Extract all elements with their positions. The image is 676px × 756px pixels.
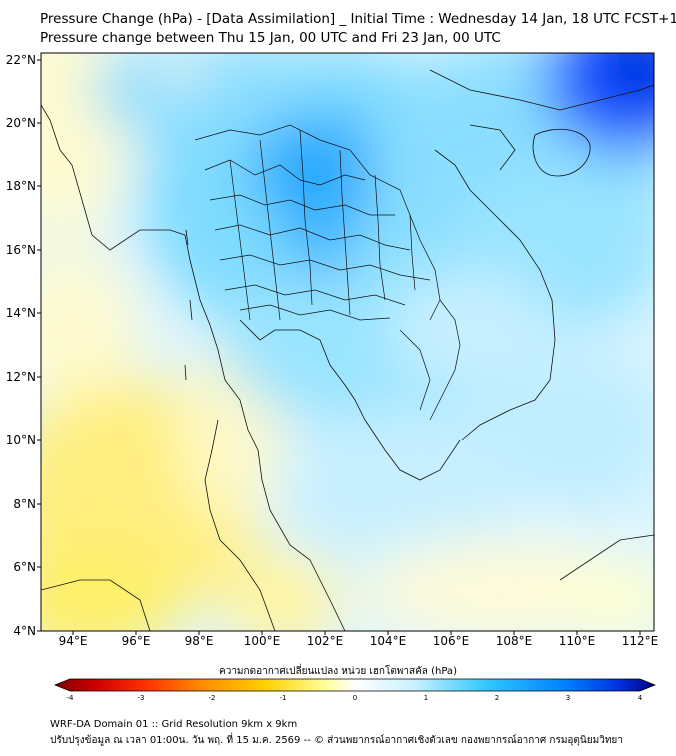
lat-label: 4°N	[13, 624, 36, 638]
country-borders	[194, 124, 461, 421]
colorbar-tick: 0	[353, 694, 357, 702]
colorbar-tick: -3	[138, 694, 145, 702]
lat-axis: 22°N 20°N 18°N 16°N 14°N 12°N 10°N 8°N 6…	[6, 53, 41, 638]
lon-label: 94°E	[59, 634, 88, 648]
lon-label: 106°E	[433, 634, 470, 648]
lat-label: 6°N	[13, 560, 36, 574]
colorbar-tick: 1	[424, 694, 428, 702]
lon-label: 110°E	[559, 634, 596, 648]
lon-label: 100°E	[244, 634, 281, 648]
footer-model-info: WRF-DA Domain 01 :: Grid Resolution 9km …	[50, 719, 298, 730]
lon-label: 102°E	[307, 634, 344, 648]
map-subtitle: Pressure change between Thu 15 Jan, 00 U…	[40, 30, 501, 46]
lon-label: 104°E	[370, 634, 407, 648]
lon-label: 112°E	[622, 634, 659, 648]
colorbar: -4 -3 -2 -1 0 1 2 3 4	[54, 678, 656, 702]
pressure-field	[41, 53, 654, 631]
colorbar-tick: 4	[638, 694, 643, 702]
colorbar-tick: -1	[280, 694, 287, 702]
lat-label: 22°N	[6, 53, 36, 67]
footer-credit: ปรับปรุงข้อมูล ณ เวลา 01:00น. วัน พฤ. ที…	[50, 735, 623, 746]
colorbar-tick: -4	[67, 694, 75, 702]
lat-label: 18°N	[6, 179, 36, 193]
lon-axis: 94°E 96°E 98°E 100°E 102°E 104°E 106°E 1…	[59, 631, 659, 648]
lat-label: 10°N	[6, 433, 36, 447]
lat-label: 16°N	[6, 243, 36, 257]
lon-label: 108°E	[496, 634, 533, 648]
map-frame	[40, 52, 655, 632]
lat-label: 8°N	[13, 497, 36, 511]
colorbar-label: ความกดอากาศเปลี่ยนแปลง หน่วย เฮกโตพาสคัล…	[219, 666, 457, 677]
lon-label: 98°E	[185, 634, 214, 648]
colorbar-bar	[54, 678, 656, 692]
lat-label: 20°N	[6, 116, 36, 130]
lon-label: 96°E	[122, 634, 151, 648]
colorbar-tick: 2	[495, 694, 499, 702]
map-title: Pressure Change (hPa) - [Data Assimilati…	[40, 11, 676, 27]
lat-label: 14°N	[6, 306, 36, 320]
colorbar-tick: 3	[566, 694, 570, 702]
lat-label: 12°N	[6, 370, 36, 384]
coastlines	[41, 69, 654, 631]
colorbar-tick: -2	[209, 694, 216, 702]
